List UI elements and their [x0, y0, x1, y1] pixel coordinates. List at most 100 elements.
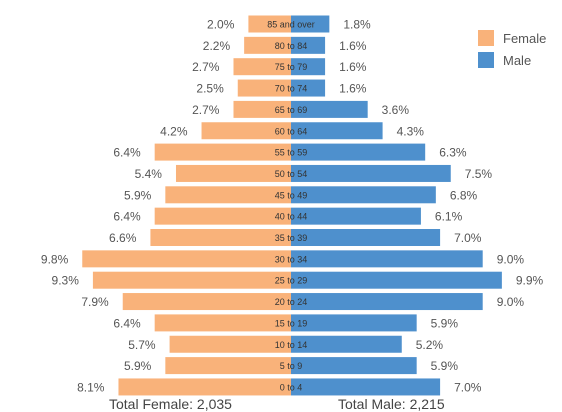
male-bar: [291, 314, 417, 332]
female-bar: [92, 271, 291, 289]
legend-swatch-female: [478, 30, 494, 46]
female-bar: [201, 122, 291, 140]
male-value-label: 1.8%: [343, 18, 371, 32]
female-bar: [154, 314, 291, 332]
female-value-label: 2.0%: [207, 18, 235, 32]
female-bar: [248, 15, 291, 33]
male-value-label: 7.5%: [465, 167, 493, 181]
female-bar: [165, 357, 291, 375]
legend-item-male[interactable]: Male: [478, 49, 546, 71]
legend-item-female[interactable]: Female: [478, 27, 546, 49]
male-bar: [291, 79, 326, 97]
male-bar: [291, 100, 368, 118]
legend-label-male: Male: [503, 52, 532, 68]
female-bar: [165, 186, 291, 204]
male-bar: [291, 164, 451, 182]
total-female-label: Total Female: 2,035: [109, 396, 232, 412]
male-bar: [291, 335, 402, 353]
male-bar: [291, 186, 436, 204]
age-group-label: 15 to 19: [275, 318, 308, 328]
male-bar: [291, 250, 483, 268]
female-bar: [175, 164, 291, 182]
female-value-label: 5.9%: [124, 359, 152, 373]
female-value-label: 4.2%: [160, 124, 188, 138]
male-value-label: 5.9%: [431, 359, 459, 373]
male-bar: [291, 36, 326, 54]
female-value-label: 5.7%: [128, 338, 156, 352]
age-group-label: 45 to 49: [275, 190, 308, 200]
age-group-label: 75 to 79: [275, 62, 308, 72]
age-group-label: 30 to 34: [275, 254, 308, 264]
male-value-label: 9.9%: [516, 274, 544, 288]
female-value-label: 2.5%: [196, 82, 224, 96]
age-group-label: 60 to 64: [275, 126, 308, 136]
age-group-label: 25 to 29: [275, 276, 308, 286]
female-bar: [154, 143, 291, 161]
female-value-label: 7.9%: [81, 295, 109, 309]
male-bar: [291, 271, 502, 289]
female-bar: [82, 250, 291, 268]
male-value-label: 6.8%: [450, 188, 478, 202]
age-group-label: 65 to 69: [275, 105, 308, 115]
age-group-label: 80 to 84: [275, 41, 308, 51]
male-bar: [291, 143, 426, 161]
female-bar: [244, 36, 291, 54]
age-group-label: 40 to 44: [275, 212, 308, 222]
male-bar: [291, 229, 441, 246]
male-value-label: 5.9%: [431, 316, 459, 330]
female-value-label: 5.4%: [135, 167, 163, 181]
female-value-label: 6.4%: [113, 210, 141, 224]
female-value-label: 9.8%: [41, 252, 69, 266]
male-value-label: 6.1%: [435, 210, 463, 224]
female-bar: [169, 335, 291, 353]
female-value-label: 6.6%: [109, 231, 137, 245]
female-bar: [118, 378, 291, 396]
female-bar: [233, 58, 291, 76]
male-value-label: 1.6%: [339, 39, 367, 53]
female-bar: [122, 293, 291, 311]
male-value-label: 6.3%: [439, 146, 467, 160]
female-value-label: 2.2%: [203, 39, 231, 53]
age-group-label: 10 to 14: [275, 340, 308, 350]
female-value-label: 5.9%: [124, 188, 152, 202]
male-bar: [291, 207, 421, 225]
male-value-label: 7.0%: [454, 231, 482, 245]
female-value-label: 8.1%: [77, 380, 105, 394]
female-bar: [154, 207, 291, 225]
legend: Female Male: [478, 27, 546, 71]
total-male-label: Total Male: 2,215: [338, 396, 445, 412]
male-value-label: 4.3%: [397, 124, 425, 138]
male-bar: [291, 293, 483, 311]
female-value-label: 6.4%: [113, 146, 141, 160]
male-value-label: 7.0%: [454, 380, 482, 394]
age-group-label: 85 and over: [267, 20, 315, 30]
age-group-label: 0 to 4: [280, 382, 303, 392]
female-bar: [233, 100, 291, 118]
legend-label-female: Female: [503, 30, 547, 46]
male-value-label: 9.0%: [497, 252, 525, 266]
age-group-label: 70 to 74: [275, 84, 308, 94]
female-value-label: 2.7%: [192, 60, 220, 74]
female-bar: [150, 229, 291, 246]
male-value-label: 1.6%: [339, 82, 367, 96]
female-value-label: 6.4%: [113, 316, 141, 330]
male-bar: [291, 357, 417, 375]
male-bar: [291, 122, 383, 140]
female-value-label: 9.3%: [52, 274, 80, 288]
male-bar: [291, 58, 326, 76]
female-bar: [237, 79, 291, 97]
male-bar: [291, 378, 441, 396]
age-group-label: 50 to 54: [275, 169, 308, 179]
male-value-label: 1.6%: [339, 60, 367, 74]
age-group-label: 35 to 39: [275, 233, 308, 243]
legend-swatch-male: [478, 52, 494, 68]
female-value-label: 2.7%: [192, 103, 220, 117]
male-value-label: 3.6%: [382, 103, 410, 117]
male-value-label: 9.0%: [497, 295, 525, 309]
male-bar: [291, 15, 330, 33]
age-group-label: 20 to 24: [275, 297, 308, 307]
age-group-label: 5 to 9: [280, 361, 303, 371]
age-group-label: 55 to 59: [275, 148, 308, 158]
